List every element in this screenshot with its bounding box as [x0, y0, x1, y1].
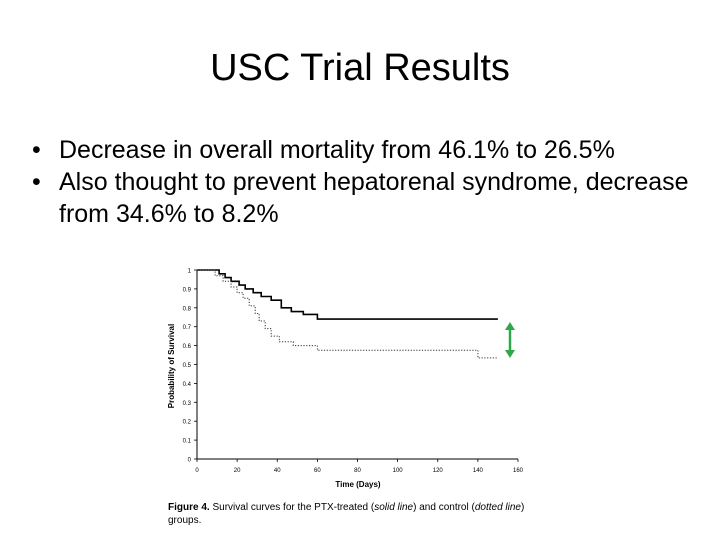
chart-series	[197, 269, 498, 359]
y-tick-label: 0.2	[183, 420, 192, 426]
bullet-item: • Also thought to prevent hepatorenal sy…	[32, 166, 720, 230]
caption-text: Survival curves for the PTX-treated (	[212, 502, 375, 513]
x-tick-label: 80	[354, 468, 361, 474]
bullet-text-hepatorenal: Also thought to prevent hepatorenal synd…	[59, 168, 689, 228]
caption-text: ) and control (	[413, 502, 475, 513]
x-tick-label: 100	[393, 468, 404, 474]
bullet-dot: •	[32, 168, 41, 196]
x-tick-label: 60	[314, 468, 321, 474]
bullet-list: • Decrease in overall mortality from 46.…	[32, 134, 720, 230]
y-tick-label: 1	[188, 269, 192, 275]
caption-text: ) groups.	[168, 502, 525, 526]
difference-arrow-icon	[505, 322, 515, 358]
y-tick-label: 0.5	[183, 363, 192, 369]
y-tick-label: 0.3	[183, 401, 192, 407]
bullet-text-mortality: Decrease in overall mortality from 46.1%…	[59, 136, 615, 164]
y-tick-label: 0.9	[183, 287, 192, 293]
bullet-item: • Decrease in overall mortality from 46.…	[32, 134, 720, 166]
y-tick-label: 0.1	[183, 439, 192, 445]
x-tick-label: 120	[433, 468, 444, 474]
x-ticks: 0 20 40 60 80 100 120 140 160	[195, 459, 524, 474]
figure-caption: Figure 4. Survival curves for the PTX-tr…	[168, 501, 548, 527]
x-tick-label: 140	[473, 468, 484, 474]
bullet-dot: •	[32, 136, 41, 164]
series-line-control	[197, 269, 498, 359]
x-axis-label: Time (Days)	[335, 480, 381, 489]
y-tick-label: 0	[188, 458, 192, 464]
x-tick-label: 40	[274, 468, 281, 474]
y-tick-label: 0.8	[183, 306, 192, 312]
caption-dotted: dotted line	[474, 502, 521, 513]
y-tick-label: 0.7	[183, 325, 192, 331]
series-line-ptx-treated	[197, 269, 498, 320]
y-axis-label: Probability of Survival	[167, 324, 176, 408]
x-tick-label: 0	[195, 468, 199, 474]
y-tick-label: 0.4	[183, 382, 192, 388]
survival-chart: 0 0.1 0.2 0.3 0.4 0.5 0.6 0.7 0.8 0.9 1 0 20 40 60 80 1…	[167, 269, 524, 490]
caption-label: Figure 4.	[168, 502, 210, 513]
y-ticks: 0 0.1 0.2 0.3 0.4 0.5 0.6 0.7 0.8 0.9 1	[183, 269, 197, 464]
x-tick-label: 160	[513, 468, 524, 474]
x-tick-label: 20	[234, 468, 241, 474]
slide-title: USC Trial Results	[210, 47, 510, 89]
y-tick-label: 0.6	[183, 344, 192, 350]
caption-solid: solid line	[374, 502, 414, 513]
